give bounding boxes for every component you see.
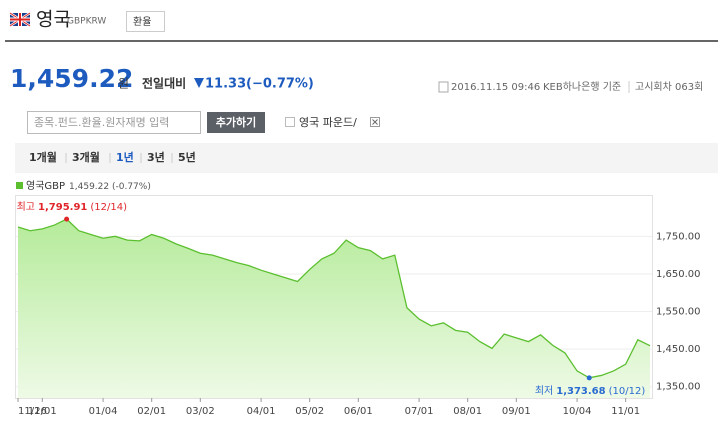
x-tick-label: 04/01 bbox=[247, 406, 276, 417]
add-button-label: 추가하기 bbox=[216, 115, 256, 129]
extreme-text: 최저 bbox=[535, 385, 553, 397]
y-tick-label: 1,450.00 bbox=[656, 344, 701, 355]
legend-name: 영국GBP bbox=[26, 180, 65, 192]
checkbox-label: 영국 파운드/ bbox=[299, 116, 357, 129]
period-tab[interactable]: 1개월 bbox=[29, 150, 57, 164]
x-tick-label: 03/02 bbox=[186, 406, 215, 417]
extreme-date: (12/14) bbox=[90, 202, 127, 213]
extreme-value: 1,795.91 bbox=[38, 202, 87, 213]
plot-frame bbox=[15, 195, 653, 399]
area-fill bbox=[18, 219, 650, 398]
extreme-dot bbox=[586, 375, 592, 381]
line bbox=[17, 218, 651, 379]
add-button[interactable] bbox=[207, 112, 265, 133]
down-arrow bbox=[194, 78, 204, 88]
y-tick-label: 1,550.00 bbox=[656, 307, 701, 318]
period-tab[interactable]: 5년 bbox=[178, 150, 196, 164]
period-tab[interactable]: 3개월 bbox=[72, 150, 100, 164]
search-placeholder: 종목.펀드.환율.원자재명 입력 bbox=[34, 116, 169, 129]
legend-value: 1,459.22 (-0.77%) bbox=[69, 182, 151, 192]
extreme-value: 1,373.68 bbox=[556, 386, 605, 397]
change-pct: (−0.77%) bbox=[246, 77, 314, 92]
doc-icon bbox=[438, 81, 449, 93]
legend-swatch bbox=[16, 182, 23, 189]
source: KEB하나은행 기준 bbox=[543, 80, 621, 93]
period-tab[interactable]: 1년 bbox=[116, 150, 134, 164]
change: 11.33 bbox=[205, 77, 246, 92]
rate-button-label: 환율 bbox=[133, 16, 151, 28]
flag bbox=[9, 11, 31, 28]
y-tick-label: 1,350.00 bbox=[656, 382, 701, 393]
round: 고시회차 063회 bbox=[635, 81, 703, 93]
x-tick-label: 08/01 bbox=[453, 406, 482, 417]
x-tick-label: 06/01 bbox=[344, 406, 373, 417]
x-tick-label: 12/01 bbox=[28, 406, 57, 417]
y-tick-label: 1,650.00 bbox=[656, 269, 701, 280]
unit: 원 bbox=[118, 77, 129, 91]
x-tick-label: 07/01 bbox=[405, 406, 434, 417]
x-tick-label: 05/02 bbox=[295, 406, 324, 417]
legend: 영국GBP 1,459.22 (-0.77%) bbox=[26, 180, 151, 192]
remove-x bbox=[372, 119, 378, 125]
price: 1,459.22 bbox=[10, 64, 133, 93]
extreme-label: 최저 1,373.68 (10/12) bbox=[535, 385, 645, 397]
x-tick-label: 11/16 bbox=[18, 406, 47, 417]
x-tick-label: 01/04 bbox=[89, 406, 118, 417]
search-input[interactable] bbox=[27, 111, 201, 134]
rate-button[interactable] bbox=[126, 11, 165, 32]
x-tick-label: 10/04 bbox=[563, 406, 592, 417]
datetime: 2016.11.15 09:46 bbox=[451, 82, 540, 93]
x-tick-label: 02/01 bbox=[137, 406, 166, 417]
change-label: 전일대비 bbox=[142, 76, 186, 91]
country: 영국 bbox=[36, 9, 71, 31]
extreme-date: (10/12) bbox=[609, 386, 646, 397]
x-tick-label: 11/01 bbox=[611, 406, 640, 417]
extreme-text: 최고 bbox=[17, 201, 35, 213]
extreme-label: 최고 1,795.91 (12/14) bbox=[17, 201, 127, 213]
period-tab[interactable]: 3년 bbox=[147, 150, 165, 164]
code: GBPKRW bbox=[67, 17, 106, 27]
tab-bar bbox=[15, 143, 718, 173]
y-tick-label: 1,750.00 bbox=[656, 231, 701, 242]
checkbox[interactable] bbox=[285, 117, 295, 127]
extreme-dot bbox=[64, 216, 70, 222]
x-tick-label: 09/01 bbox=[502, 406, 531, 417]
